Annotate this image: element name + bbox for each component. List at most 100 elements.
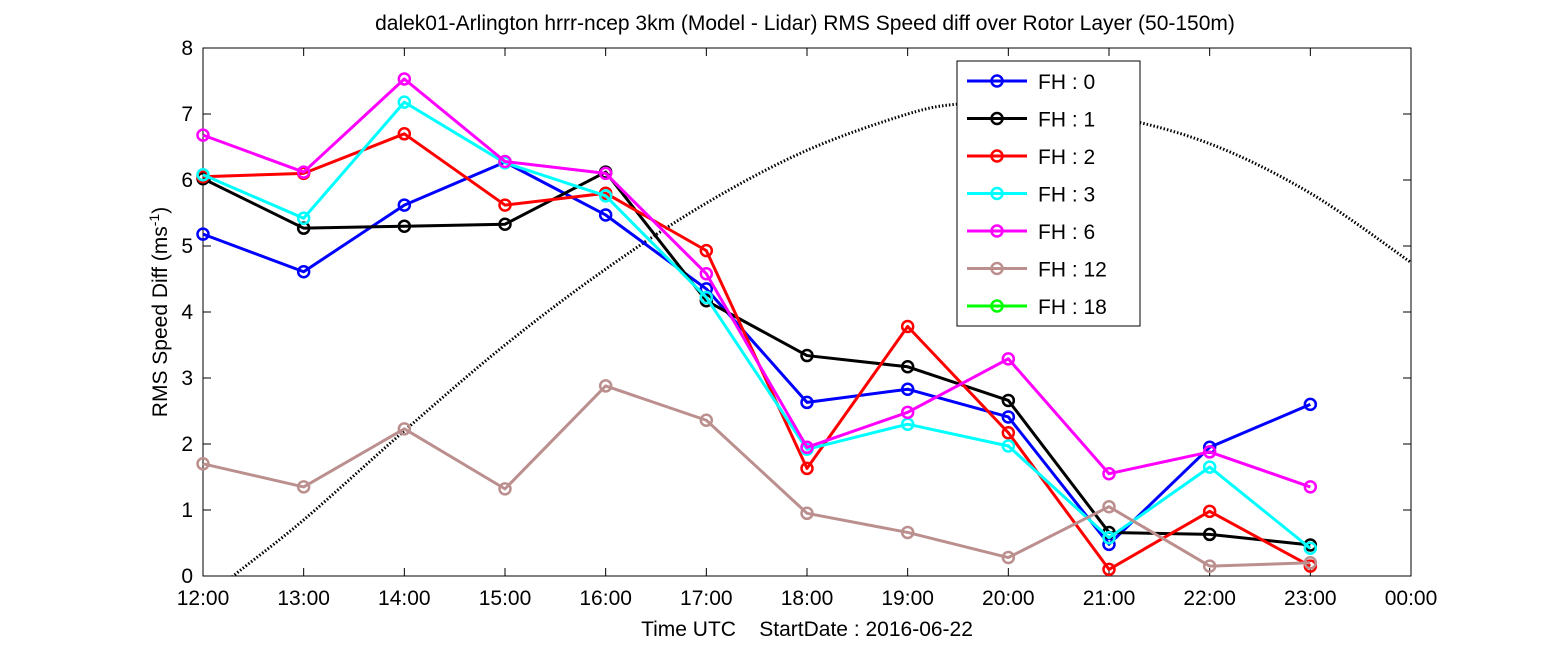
data-point: [1202, 504, 1217, 519]
data-point: [196, 227, 210, 241]
legend-entry: FH : 3: [967, 184, 1095, 207]
data-point: [397, 198, 412, 212]
data-point: [397, 127, 412, 141]
y-tick-label: 3: [181, 367, 193, 390]
y-tick-label: 6: [181, 169, 193, 192]
legend-marker: [990, 149, 1004, 163]
y-tick-label: 5: [181, 235, 193, 258]
legend-label: FH : 6: [1038, 221, 1095, 244]
data-point: [900, 405, 915, 420]
x-tick-label: 20:00: [982, 587, 1035, 610]
legend-entry: FH : 1: [967, 109, 1095, 132]
legend-entry: FH : 18: [967, 296, 1107, 319]
data-point: [598, 166, 613, 181]
x-tick-label: 22:00: [1183, 587, 1236, 610]
series-layer: [196, 72, 1318, 577]
x-tick-label: 19:00: [881, 587, 934, 610]
x-tick-label: 17:00: [680, 587, 733, 610]
y-axis-label: RMS Speed Diff (ms-1): [146, 207, 172, 417]
data-point: [1102, 530, 1116, 545]
data-point: [196, 128, 210, 142]
y-axis-label-close: ): [149, 207, 172, 214]
legend-marker: [990, 111, 1004, 126]
legend-label: FH : 12: [1038, 259, 1107, 282]
legend-label: FH : 3: [1038, 184, 1095, 207]
reference-curve: [230, 101, 1411, 576]
data-point: [1303, 480, 1318, 494]
data-point: [1202, 445, 1217, 459]
data-point: [1102, 562, 1116, 577]
data-point: [196, 167, 210, 182]
series-line: [202, 100, 1312, 550]
legend-label: FH : 2: [1038, 146, 1095, 169]
data-point: [1303, 541, 1318, 556]
data-point: [1001, 550, 1016, 565]
legend-entry: FH : 6: [967, 221, 1095, 244]
data-point: [800, 440, 814, 455]
series-line: [202, 170, 1311, 547]
data-point: [397, 219, 412, 233]
series-line: [202, 160, 1311, 546]
legend-entry: FH : 2: [967, 146, 1095, 169]
data-point: [699, 266, 714, 281]
legend-marker: [990, 224, 1004, 238]
data-point: [800, 395, 814, 410]
data-point: [699, 290, 714, 305]
x-tick-label: 00:00: [1385, 587, 1438, 610]
plot-area: [202, 47, 1412, 577]
data-point: [397, 72, 412, 86]
chart-title: dalek01-Arlington hrrr-ncep 3km (Model -…: [375, 12, 1235, 35]
series-4: [196, 72, 1318, 494]
y-tick-label: 7: [181, 103, 193, 126]
data-point: [397, 95, 412, 109]
data-point: [1102, 499, 1116, 514]
y-axis-label-text: RMS Speed Diff (ms: [149, 226, 172, 417]
data-point: [1001, 439, 1016, 453]
data-point: [699, 413, 714, 427]
y-tick-label: 1: [181, 499, 193, 522]
data-point: [1202, 460, 1217, 474]
data-point: [397, 422, 412, 436]
x-axis: 12:00 13:00 14:00 15:00 16:00 17:00 18:00 19:00…: [177, 48, 1438, 610]
data-point: [1102, 466, 1116, 481]
data-point: [598, 189, 613, 203]
data-point: [296, 480, 311, 494]
x-tick-label: 21:00: [1083, 587, 1136, 610]
data-point: [800, 506, 814, 521]
data-point: [900, 525, 915, 540]
x-tick-label: 13:00: [277, 587, 330, 610]
reference-curve-layer: [230, 101, 1411, 576]
legend-entry: FH : 0: [967, 71, 1095, 94]
x-axis-label: Time UTC StartDate : 2016-06-22: [641, 618, 973, 641]
data-point: [598, 208, 613, 222]
x-tick-label: 18:00: [781, 587, 834, 610]
legend-entry: FH : 12: [967, 259, 1107, 282]
y-tick-label: 8: [181, 37, 193, 60]
data-point: [800, 461, 814, 476]
data-point: [900, 360, 915, 374]
y-axis: 0 1 2 3 4 5 6 7 8: [181, 37, 1411, 588]
y-tick-label: 2: [181, 433, 193, 456]
data-point: [1001, 426, 1016, 440]
data-point: [1202, 559, 1217, 573]
legend-marker: [990, 186, 1004, 201]
legend: FH : 0 FH : 1 FH : 2 FH : 3 FH : 6 FH : 12 FH …: [956, 60, 1141, 327]
data-point: [1303, 397, 1318, 412]
series-3: [196, 95, 1318, 556]
series-line: [202, 77, 1311, 489]
x-tick-label: 23:00: [1284, 587, 1337, 610]
data-point: [296, 165, 311, 179]
legend-label: FH : 18: [1038, 296, 1107, 319]
data-point: [498, 217, 512, 231]
data-point: [1001, 352, 1016, 366]
data-point: [1303, 556, 1318, 570]
data-point: [296, 264, 311, 279]
data-point: [699, 243, 714, 258]
data-point: [1202, 527, 1217, 542]
x-tick-label: 16:00: [579, 587, 632, 610]
data-point: [1001, 393, 1016, 408]
legend-marker: [990, 74, 1004, 88]
legend-label: FH : 0: [1038, 71, 1095, 94]
data-point: [900, 319, 915, 334]
